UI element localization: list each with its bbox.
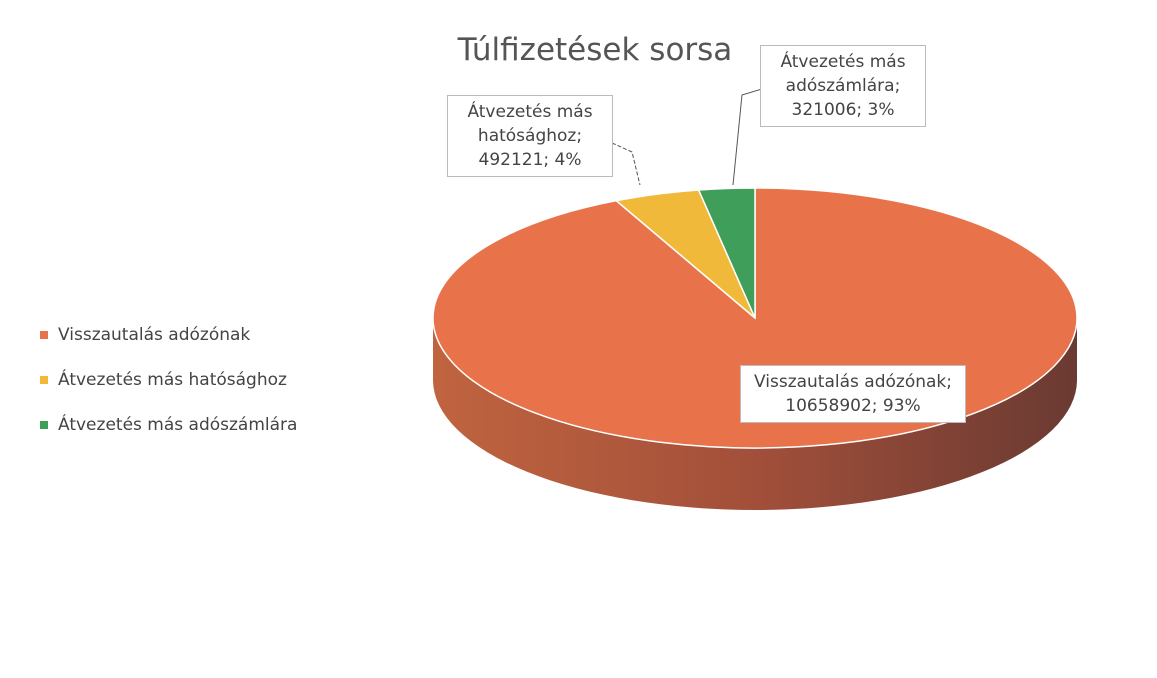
- legend-swatch: [40, 331, 48, 339]
- data-label: Átvezetés más adószámlára; 321006; 3%: [760, 45, 926, 127]
- legend-label: Átvezetés más adószámlára: [58, 415, 298, 435]
- legend-label: Átvezetés más hatósághoz: [58, 370, 287, 390]
- pie: [432, 187, 1078, 510]
- pie-slice: [697, 187, 756, 319]
- pie-side: [433, 318, 1077, 510]
- data-label: Átvezetés más hatósághoz; 492121; 4%: [447, 95, 613, 177]
- legend-swatch: [40, 421, 48, 429]
- leader-line: [611, 142, 641, 186]
- legend-item: Átvezetés más hatósághoz: [40, 370, 287, 390]
- legend-item: Átvezetés más adószámlára: [40, 415, 297, 435]
- leader-line: [732, 87, 766, 186]
- legend-swatch: [40, 376, 48, 384]
- chart-title: Túlfizetések sorsa: [457, 32, 733, 68]
- legend-label: Visszautalás adózónak: [58, 325, 251, 345]
- data-label: Visszautalás adózónak; 10658902; 93%: [740, 365, 966, 423]
- legend-item: Visszautalás adózónak: [40, 325, 250, 345]
